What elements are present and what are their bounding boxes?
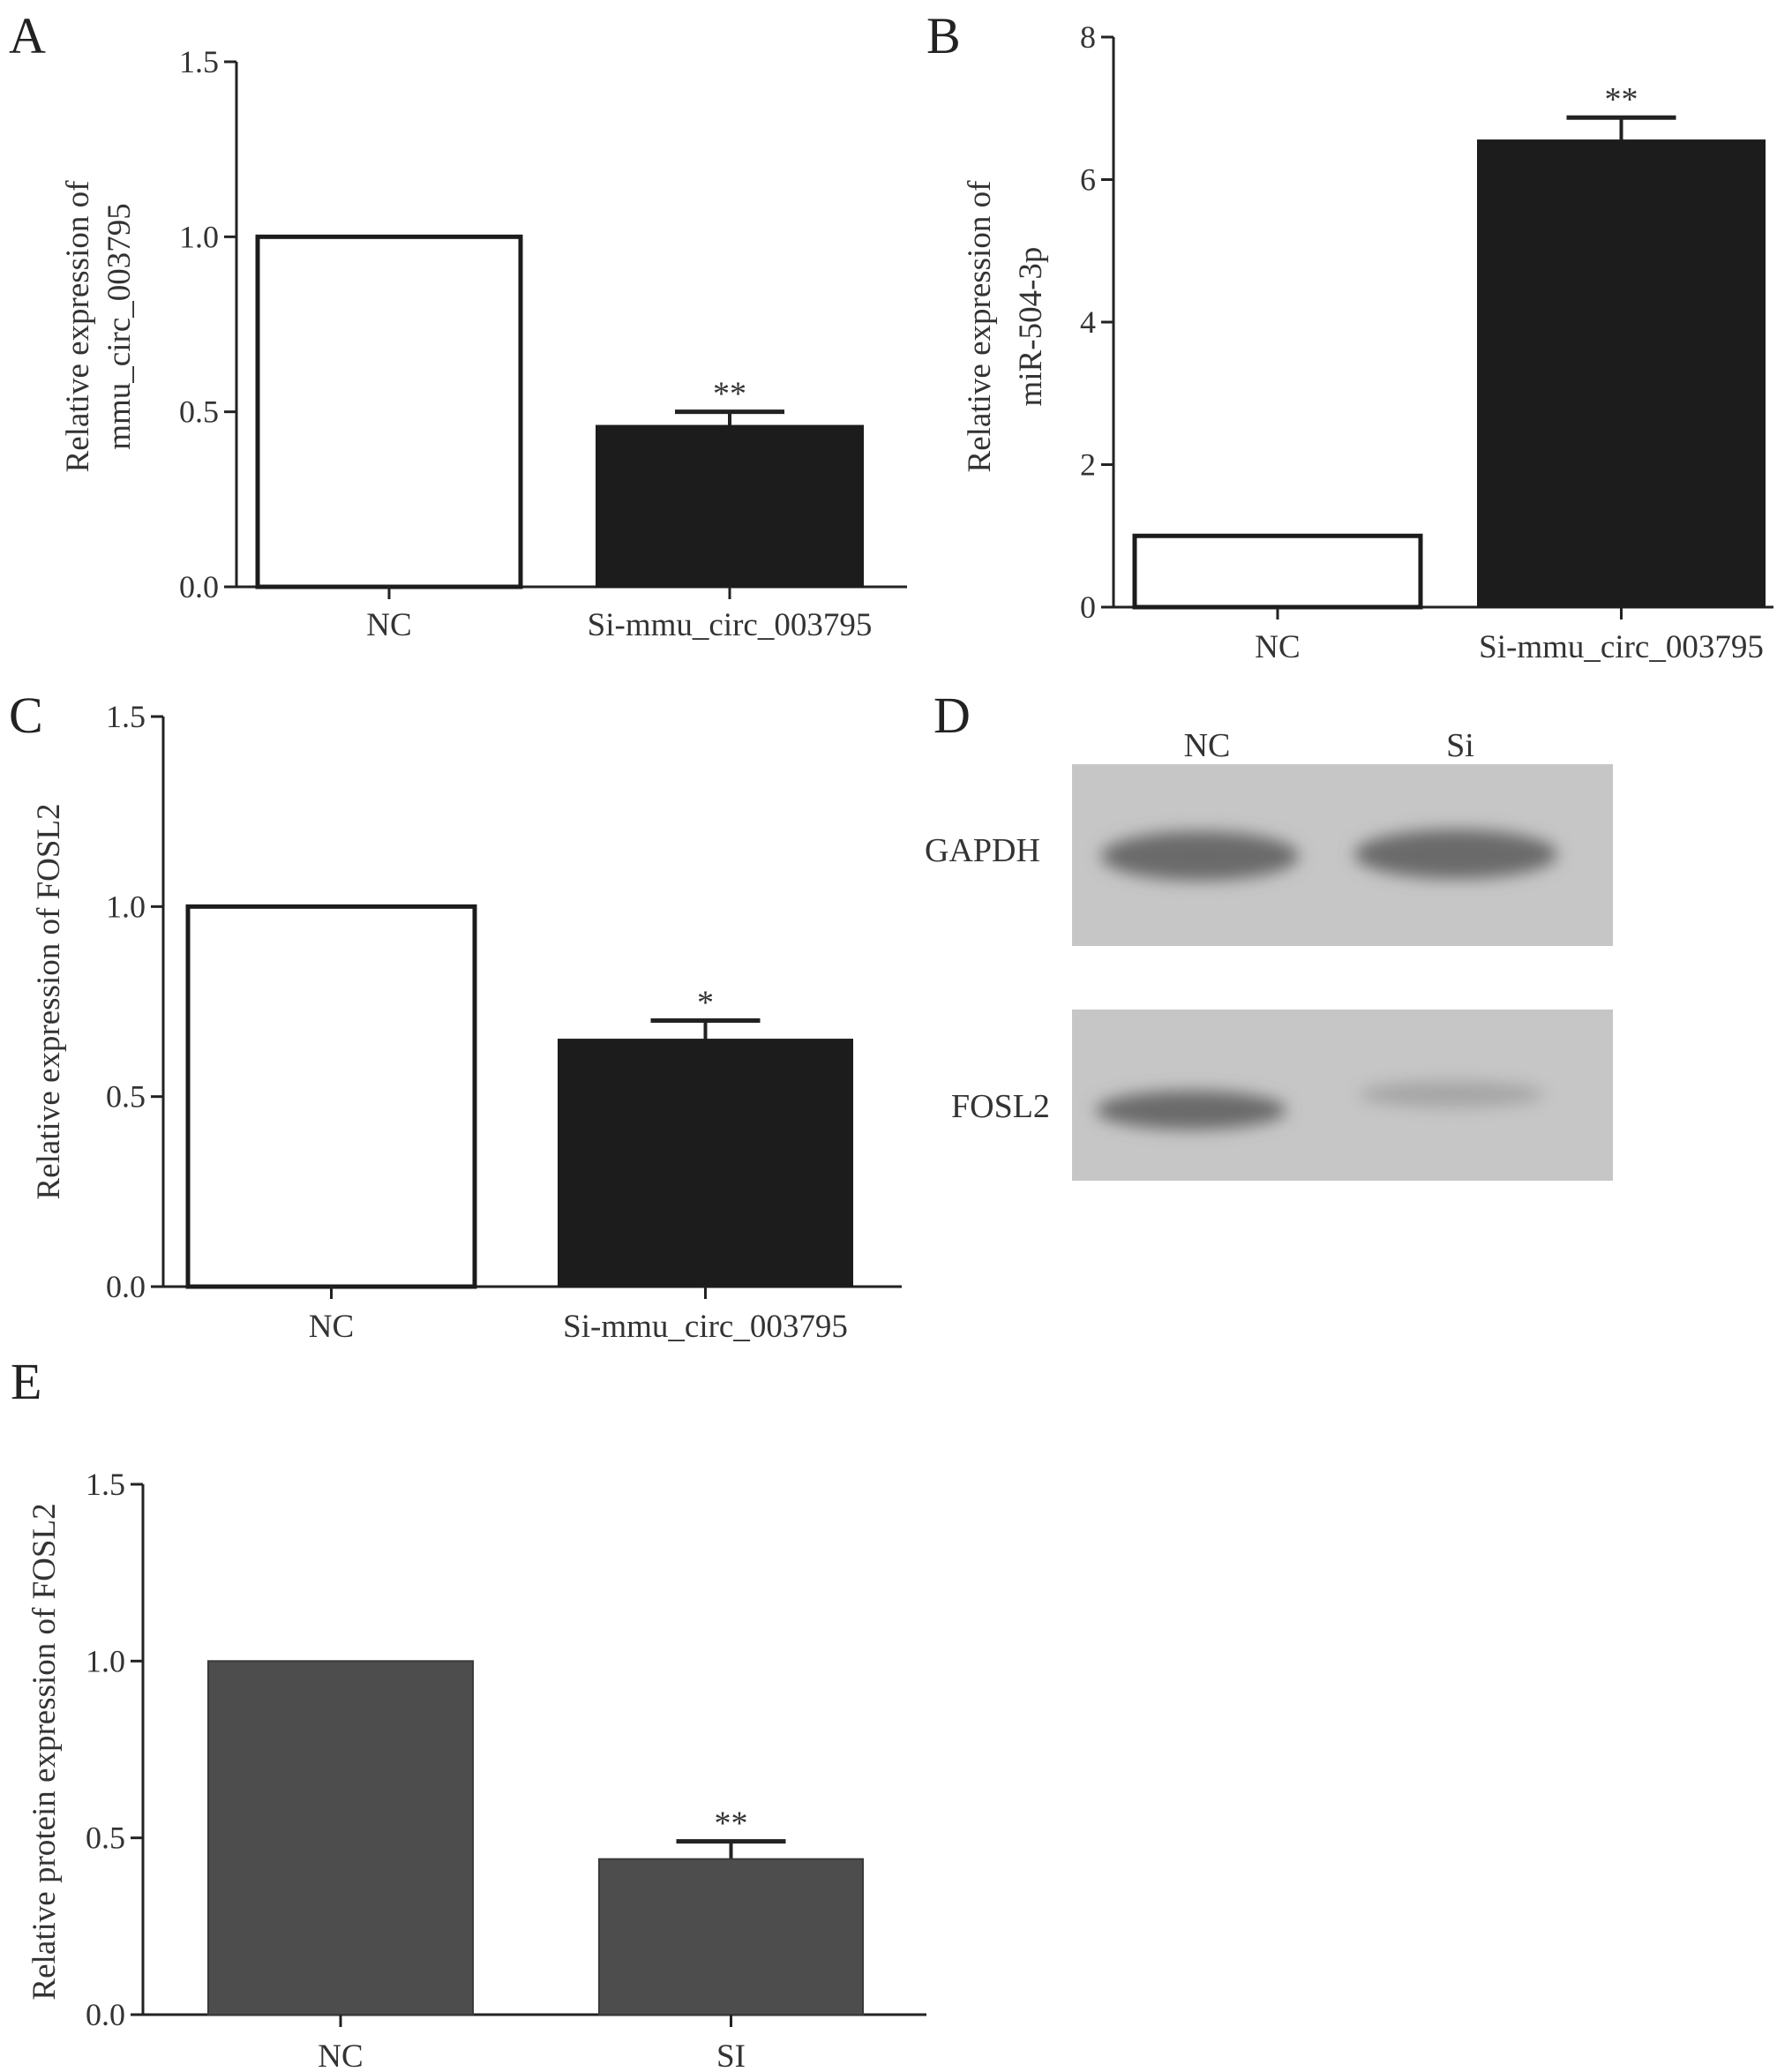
y-tick-label: 0.0: [106, 1269, 146, 1304]
x-category-label: Si-mmu_circ_003795: [1479, 629, 1764, 665]
y-tick-label: 0: [1080, 589, 1096, 625]
bar-treatment: [598, 1858, 864, 2016]
bar-nc: [185, 904, 477, 1289]
y-tick-label: 0.5: [86, 1821, 125, 1856]
chart-panel-b: 0 2 4 6 8 Relative expression of miR-504-3p NC *…: [962, 19, 1773, 665]
panel-letter-d: D: [933, 687, 971, 744]
y-axis-label: Relative protein expression of FOSL2: [26, 1503, 63, 2000]
y-tick-label: 0.5: [179, 394, 219, 430]
bar-nc: [1132, 533, 1423, 610]
bar-nc: [255, 234, 523, 589]
y-tick-label: 6: [1080, 162, 1096, 198]
panel-letter-e: E: [11, 1353, 41, 1410]
panel-letter-a: A: [9, 7, 46, 64]
significance-marker: *: [697, 985, 714, 1022]
significance-marker: **: [1605, 81, 1638, 118]
chart-panel-c: 0.0 0.5 1.0 1.5 Relative expression of FOSL2…: [31, 699, 902, 1345]
y-tick-label: 1.5: [86, 1467, 125, 1502]
chart-panel-a: 0.0 0.5 1.0 1.5 Relative expression of mmu_ci…: [60, 44, 907, 643]
y-tick-label: 0.5: [106, 1079, 146, 1115]
y-tick-label: 0.0: [86, 1997, 125, 2032]
blot-band-gapdh-nc: [1101, 831, 1299, 881]
panel-letter-b: B: [926, 7, 961, 64]
blot-band-fosl2-si: [1359, 1081, 1544, 1107]
bar-treatment: [558, 1039, 853, 1287]
x-category-label: NC: [366, 607, 411, 643]
bar-nc: [207, 1660, 474, 2016]
y-tick-label: 8: [1080, 19, 1096, 55]
western-blot-panel: NC Si GAPDH FOSL2: [925, 727, 1613, 1181]
x-category-label: NC: [318, 2038, 363, 2072]
blot-band-gapdh-si: [1354, 830, 1557, 879]
x-category-label: NC: [1255, 629, 1300, 665]
y-axis-label: Relative expression of: [60, 180, 96, 473]
x-category-label: Si-mmu_circ_003795: [588, 607, 873, 643]
y-axis-label: miR-504-3p: [1013, 247, 1049, 407]
y-axis-label: Relative expression of FOSL2: [31, 803, 67, 1199]
y-tick-label: 1.5: [106, 699, 146, 734]
y-axis-label: Relative expression of: [962, 180, 998, 473]
y-tick-label: 1.5: [179, 44, 219, 79]
blot-row-label-gapdh: GAPDH: [925, 832, 1040, 869]
significance-marker: **: [715, 1805, 748, 1843]
y-tick-label: 1.0: [106, 889, 146, 924]
y-tick-label: 2: [1080, 447, 1096, 483]
blot-lane-label-nc: NC: [1184, 727, 1231, 764]
blot-row-label-fosl2: FOSL2: [951, 1088, 1050, 1125]
chart-panel-e: 0.0 0.5 1.0 1.5 Relative protein expression …: [26, 1467, 926, 2072]
y-tick-label: 4: [1080, 304, 1096, 340]
panel-letter-c: C: [9, 687, 43, 744]
y-tick-label: 0.0: [179, 569, 219, 604]
x-category-label: Si-mmu_circ_003795: [563, 1309, 848, 1345]
x-category-label: SI: [716, 2038, 746, 2072]
x-category-label: NC: [309, 1309, 354, 1345]
bar-treatment: [1477, 139, 1766, 608]
significance-marker: **: [713, 376, 746, 413]
y-axis-label: mmu_circ_003795: [101, 203, 138, 450]
blot-lane-label-si: Si: [1446, 727, 1474, 764]
y-tick-label: 1.0: [179, 219, 219, 254]
y-tick-label: 1.0: [86, 1643, 125, 1678]
blot-band-fosl2-nc: [1096, 1091, 1286, 1130]
bar-treatment: [596, 424, 864, 588]
